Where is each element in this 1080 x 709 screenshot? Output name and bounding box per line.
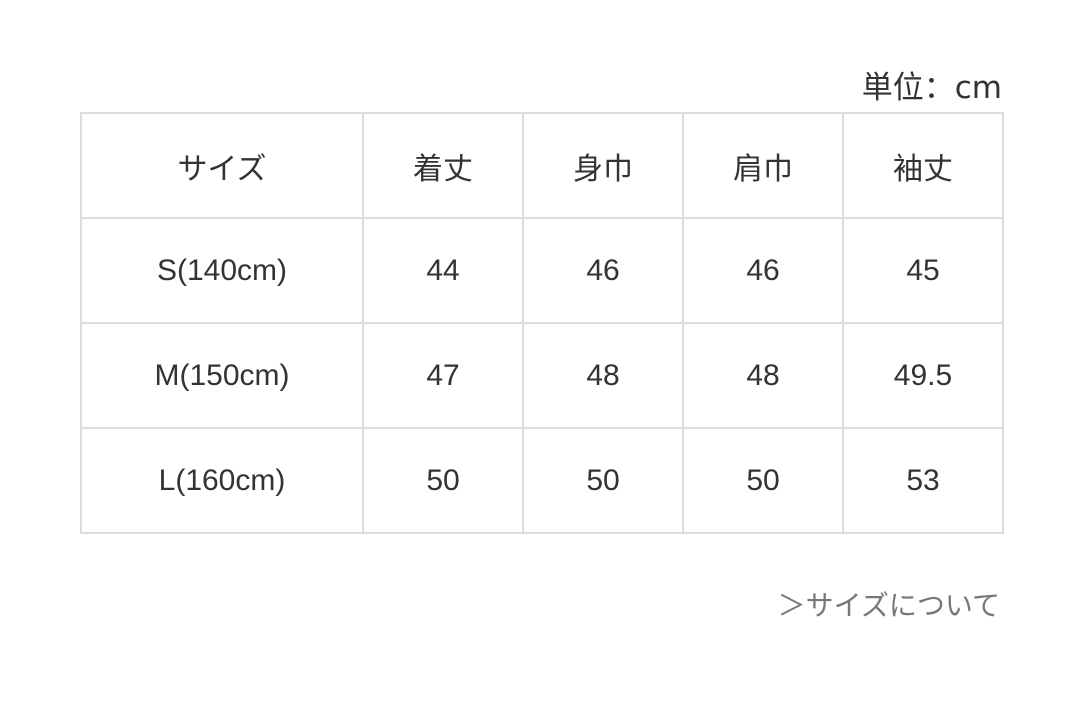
header-cell: 身巾 <box>522 112 684 219</box>
table-cell: 53 <box>842 427 1004 534</box>
table-cell: 50 <box>522 427 684 534</box>
table-cell: 46 <box>522 217 684 324</box>
table-header-row: サイズ 着丈 身巾 肩巾 袖丈 <box>80 112 1004 219</box>
table-cell: 50 <box>362 427 524 534</box>
table-row: S(140cm) 44 46 46 45 <box>80 217 1004 324</box>
table-cell: 44 <box>362 217 524 324</box>
table-cell: 47 <box>362 322 524 429</box>
table-cell: 50 <box>682 427 844 534</box>
about-size-link[interactable]: ＞サイズについて <box>777 589 1000 622</box>
header-cell: 袖丈 <box>842 112 1004 219</box>
table-cell: M(150cm) <box>80 322 364 429</box>
table-row: L(160cm) 50 50 50 53 <box>80 427 1004 534</box>
header-cell: サイズ <box>80 112 364 219</box>
table-row: M(150cm) 47 48 48 49.5 <box>80 322 1004 429</box>
table-cell: 49.5 <box>842 322 1004 429</box>
size-table: サイズ 着丈 身巾 肩巾 袖丈 S(140cm) 44 46 46 45 M(1… <box>80 112 1004 534</box>
header-cell: 肩巾 <box>682 112 844 219</box>
table-cell: 45 <box>842 217 1004 324</box>
table-cell: 48 <box>522 322 684 429</box>
table-cell: 48 <box>682 322 844 429</box>
unit-label: 単位：cm <box>861 70 1002 106</box>
table-cell: L(160cm) <box>80 427 364 534</box>
table-cell: 46 <box>682 217 844 324</box>
table-cell: S(140cm) <box>80 217 364 324</box>
header-cell: 着丈 <box>362 112 524 219</box>
